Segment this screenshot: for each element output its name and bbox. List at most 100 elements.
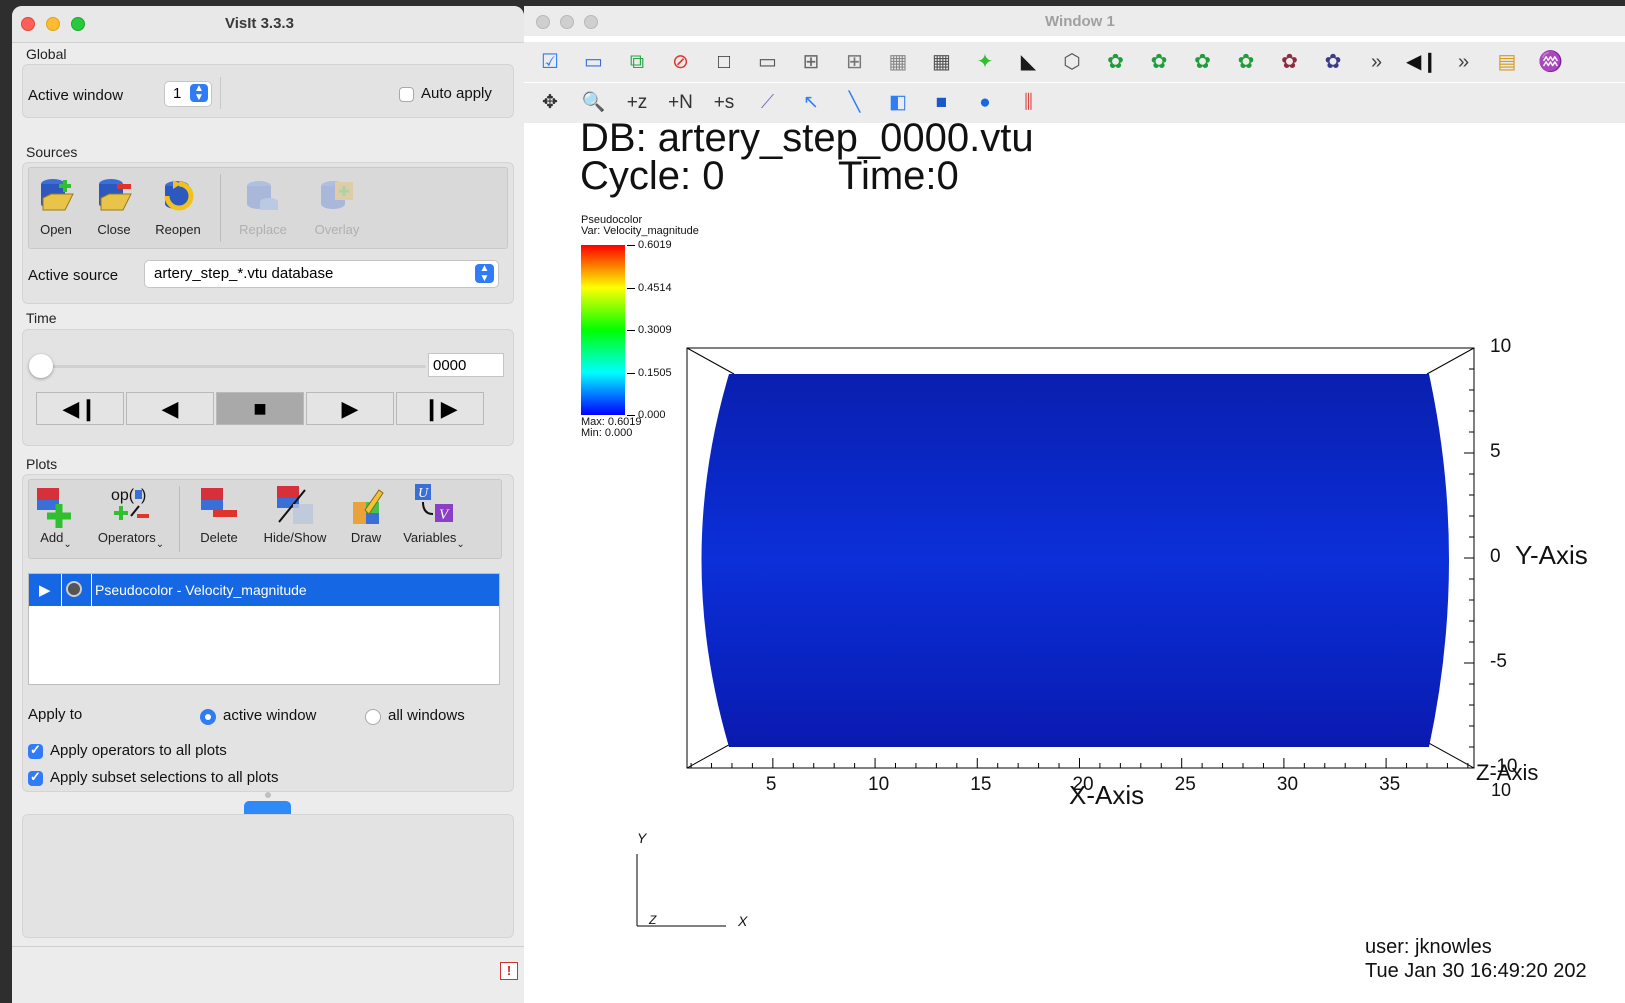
plot-list[interactable]: ▶ Pseudocolor - Velocity_magnitude (28, 573, 500, 685)
variables-button[interactable]: U V Variables⌄ (395, 480, 473, 558)
box-tool-button[interactable]: ■ (928, 89, 956, 117)
new-window-button[interactable]: ▭ (580, 48, 608, 76)
point-tool-icon: ↖ (803, 92, 819, 113)
active-window-spinbox[interactable]: 1 ▲ ▼ (164, 81, 212, 107)
notepad-area (22, 814, 514, 938)
x-tick-label: 25 (1174, 774, 1196, 795)
auto-apply-checkbox[interactable] (399, 87, 414, 102)
zoom-window-button[interactable] (584, 15, 598, 29)
active-source-label: Active source (28, 267, 119, 284)
zone-pick-button[interactable]: +z (623, 89, 651, 117)
plane-tool-button[interactable]: ◧ (884, 89, 912, 117)
layout-2x3-icon: ⊞ (846, 51, 863, 73)
layout-3x3-button[interactable]: ▦ (928, 48, 956, 76)
apply-all-windows-radio[interactable] (365, 709, 381, 725)
draw-button[interactable]: Draw (339, 480, 393, 558)
lighting-button[interactable]: ♒ (1537, 48, 1565, 76)
active-source-dropdown[interactable]: artery_step_*.vtu database ▲ ▼ (144, 260, 499, 288)
minimize-window-button[interactable] (560, 15, 574, 29)
plot-status-icon (66, 581, 82, 597)
close-window-button[interactable] (21, 17, 35, 31)
time-slider-handle[interactable] (29, 354, 53, 378)
separator (12, 946, 524, 947)
open-button[interactable]: Open (29, 168, 83, 248)
step-back-button[interactable]: ◀❙ (1406, 48, 1438, 76)
variables-icon: U V (415, 484, 453, 523)
list-item[interactable]: ▶ Pseudocolor - Velocity_magnitude (29, 574, 499, 606)
reopen-database-icon (164, 180, 194, 211)
pick-button[interactable]: ✦ (971, 48, 999, 76)
render-area[interactable]: DB: artery_step_0000.vtu Cycle: 0 Time:0… (524, 116, 1625, 1003)
navigate-button[interactable]: ✥ (536, 89, 564, 117)
save-image-button[interactable]: ✿ (1319, 48, 1347, 76)
step-back-button[interactable]: ◀❙ (36, 392, 124, 425)
viewer-titlebar: Window 1 (524, 6, 1625, 36)
layout-2x4-icon: ▦ (888, 51, 908, 73)
layout-2x2-button[interactable]: ⊞ (797, 48, 825, 76)
x-tick-label: 20 (1072, 774, 1094, 795)
chevron-down-icon: ⌄ (155, 539, 165, 550)
navigate-icon: ✥ (542, 92, 558, 113)
add-plot-button[interactable]: Add⌄ (29, 480, 83, 558)
layout-1x1-button[interactable]: □ (710, 48, 738, 76)
minimize-window-button[interactable] (46, 17, 60, 31)
delete-window-button[interactable]: ⊘ (667, 48, 695, 76)
close-button[interactable]: Close (87, 168, 141, 248)
play-button[interactable]: ▶ (306, 392, 394, 425)
layout-1x2-button[interactable]: ▭ (754, 48, 782, 76)
hide-show-button[interactable]: Hide/Show (253, 480, 337, 558)
color-table-button[interactable]: ▤ (1493, 48, 1521, 76)
active-window-button[interactable]: ☑ (536, 48, 564, 76)
box-tool-icon: ■ (935, 92, 948, 113)
zoom-button[interactable]: 🔍 (580, 89, 608, 117)
apply-operators-checkbox[interactable] (28, 742, 43, 759)
lineout-button[interactable]: ⟋ (754, 89, 782, 117)
time-field[interactable]: 0000 (428, 353, 504, 377)
delete-plot-button[interactable]: Delete (187, 480, 251, 558)
output-alert-icon[interactable]: ! (500, 962, 518, 980)
zoom-window-button[interactable] (71, 17, 85, 31)
open-database-icon (41, 179, 74, 211)
step-forward-button[interactable]: ❙▶ (396, 392, 484, 425)
replace-button[interactable]: Replace (227, 168, 299, 248)
sphere-tool-button[interactable]: ● (971, 89, 999, 117)
updown-arrows-icon[interactable]: ▲ ▼ (190, 84, 208, 103)
operators-button[interactable]: op() Operators⌄ (91, 480, 171, 558)
redo-view-button[interactable]: ✿ (1232, 48, 1260, 76)
more-button[interactable]: » (1450, 48, 1478, 76)
point-tool-button[interactable]: ↖ (797, 89, 825, 117)
recenter-view-button[interactable]: ✿ (1145, 48, 1173, 76)
legend-title: Pseudocolor (581, 214, 643, 226)
undo-view-button[interactable]: ✿ (1189, 48, 1217, 76)
active-window-icon: ☑ (541, 51, 559, 73)
y-tick-label: 0 (1490, 546, 1501, 567)
viewer-toolbar-1: ☑ ▭ ⧉ ⊘ □ ▭ ⊞ ⊞ ▦ ▦ ✦ ◣ ⬡ ✿ ✿ ✿ ✿ ✿ ✿ » ◀❙ » ▤ ♒ (524, 42, 1625, 82)
reset-view-button[interactable]: ✿ (1102, 48, 1130, 76)
perspective-button[interactable]: ⬡ (1058, 48, 1086, 76)
apply-active-window-radio[interactable] (200, 709, 216, 725)
lock-view-button[interactable]: ◣ (1015, 48, 1043, 76)
plots-section-label: Plots (26, 456, 58, 472)
spin-button[interactable]: ✿ (1276, 48, 1304, 76)
spreadsheet-pick-button[interactable]: +s (710, 89, 738, 117)
close-window-button[interactable] (536, 15, 550, 29)
step-back-icon: ◀❙ (1406, 51, 1439, 73)
overlay-button[interactable]: Overlay (301, 168, 373, 248)
time-slider-track[interactable] (33, 365, 426, 368)
more-button[interactable]: » (1363, 48, 1391, 76)
axis-restriction-button[interactable]: ⫼ (1015, 89, 1043, 117)
reopen-button[interactable]: Reopen (145, 168, 211, 248)
expand-arrow-icon[interactable]: ▶ (39, 582, 51, 599)
play-reverse-button[interactable]: ◀ (126, 392, 214, 425)
node-pick-button[interactable]: +N (667, 89, 695, 117)
layout-2x3-button[interactable]: ⊞ (841, 48, 869, 76)
apply-subset-checkbox[interactable] (28, 769, 43, 786)
user-annotation: user: jknowles (1365, 936, 1492, 958)
x-tick-label: 10 (868, 774, 890, 795)
line-tool-button[interactable]: ╲ (841, 89, 869, 117)
legend-tick-mark (627, 287, 635, 289)
layout-2x4-button[interactable]: ▦ (884, 48, 912, 76)
stop-button[interactable]: ■ (216, 392, 304, 425)
clone-window-button[interactable]: ⧉ (623, 48, 651, 76)
axis-triad (636, 854, 726, 927)
